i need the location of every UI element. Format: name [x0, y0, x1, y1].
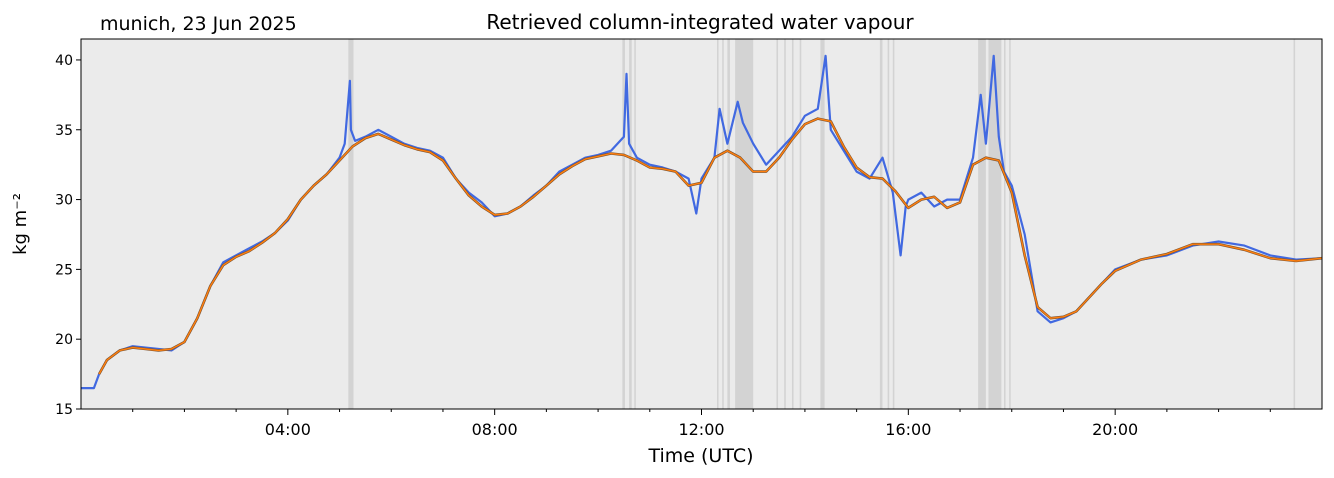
- flagged-interval: [978, 39, 986, 409]
- flagged-interval: [722, 39, 724, 409]
- flagged-interval: [820, 39, 825, 409]
- flagged-interval: [776, 39, 779, 409]
- y-tick-label: 25: [55, 262, 73, 278]
- y-tick-label: 20: [55, 332, 73, 348]
- flagged-interval: [634, 39, 636, 409]
- flagged-interval: [799, 39, 802, 409]
- x-tick-label: 04:00: [265, 420, 311, 439]
- flagged-interval: [1293, 39, 1296, 409]
- y-tick-label: 40: [55, 53, 73, 69]
- x-tick-label: 16:00: [885, 420, 931, 439]
- flagged-interval: [727, 39, 730, 409]
- flagged-interval: [784, 39, 786, 409]
- flagged-interval: [348, 39, 354, 409]
- x-tick-label: 08:00: [472, 420, 518, 439]
- y-tick-label: 35: [55, 123, 73, 139]
- chart-title: Retrieved column-integrated water vapour: [486, 10, 914, 34]
- x-axis-label: Time (UTC): [647, 445, 753, 467]
- flagged-interval: [879, 39, 883, 409]
- flagged-interval: [1003, 39, 1006, 409]
- y-tick-label: 15: [55, 402, 73, 418]
- flagged-interval: [735, 39, 754, 409]
- plot-area: [81, 39, 1322, 409]
- flagged-interval: [622, 39, 625, 409]
- x-tick-label: 12:00: [678, 420, 724, 439]
- x-tick-label: 20:00: [1092, 420, 1138, 439]
- flagged-interval: [629, 39, 632, 409]
- flagged-interval: [791, 39, 794, 409]
- flagged-interval: [717, 39, 719, 409]
- flagged-interval: [887, 39, 890, 409]
- y-tick-label: 30: [55, 193, 73, 209]
- flagged-interval: [892, 39, 895, 409]
- location-date-label: munich, 23 Jun 2025: [100, 13, 297, 35]
- smoothed-series-line: [98, 117, 1323, 375]
- y-axis-label: kg m⁻²: [10, 193, 31, 255]
- flagged-interval: [1009, 39, 1011, 409]
